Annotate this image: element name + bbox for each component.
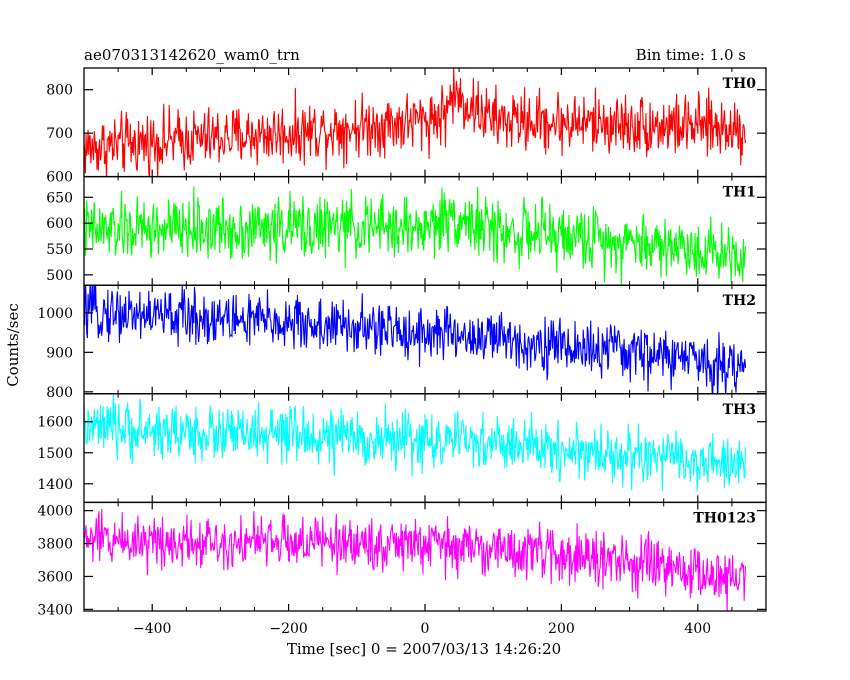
series-label: TH1 xyxy=(723,185,756,201)
y-tick-label: 900 xyxy=(46,345,73,361)
panel-th0: 600 700 800 TH0 xyxy=(46,67,767,186)
y-tick-label: 1500 xyxy=(37,446,73,462)
series-label: TH3 xyxy=(723,402,756,418)
y-tick-label: 3400 xyxy=(37,602,73,618)
series-line-th2 xyxy=(84,285,747,394)
series-label: TH2 xyxy=(723,293,756,309)
y-tick-label: 1600 xyxy=(37,415,73,431)
y-tick-label: 700 xyxy=(46,126,73,142)
y-tick-label: 3800 xyxy=(37,537,73,553)
series-line-th0 xyxy=(84,68,747,177)
bin-time-label: Bin time: 1.0 s xyxy=(636,46,746,64)
x-tick-label: 400 xyxy=(684,621,711,637)
panel-th3: 1400 1500 1600 TH3 xyxy=(37,393,767,504)
y-tick-label: 3600 xyxy=(37,569,73,585)
y-tick-label: 650 xyxy=(46,190,73,206)
y-tick-label: 600 xyxy=(46,170,73,186)
series-line-th0123 xyxy=(84,508,747,611)
y-tick-label: 4000 xyxy=(37,504,73,520)
x-axis-label: Time [sec] 0 = 2007/03/13 14:26:20 xyxy=(287,640,561,658)
panel-th2: 800 900 1000 TH2 xyxy=(37,284,767,401)
x-tick-label: −400 xyxy=(133,621,171,637)
y-tick-label: 800 xyxy=(46,83,73,99)
panels-group: 600 700 800 TH0 500 550 600 650 TH1 800 900 1000 TH2… xyxy=(37,67,767,637)
y-tick-label: 600 xyxy=(46,216,73,232)
series-label: TH0 xyxy=(723,76,757,92)
panel-th0123: 3400 3600 3800 4000 TH0123 xyxy=(37,501,767,618)
y-tick-label: 500 xyxy=(46,268,73,284)
chart-title: ae070313142620_wam0_trn xyxy=(84,46,300,64)
y-tick-label: 800 xyxy=(46,385,73,401)
series-label: TH0123 xyxy=(693,510,756,526)
y-axis-label: Counts/sec xyxy=(4,303,22,387)
y-tick-label: 1400 xyxy=(37,477,73,493)
y-tick-label: 1000 xyxy=(37,306,73,322)
x-tick-label: −200 xyxy=(269,621,307,637)
x-tick-label: 200 xyxy=(548,621,575,637)
series-line-th1 xyxy=(84,186,747,285)
panel-th1: 500 550 600 650 TH1 xyxy=(46,175,767,286)
series-line-th3 xyxy=(84,393,747,492)
x-tick-label: 0 xyxy=(421,621,430,637)
y-tick-label: 550 xyxy=(46,242,73,258)
